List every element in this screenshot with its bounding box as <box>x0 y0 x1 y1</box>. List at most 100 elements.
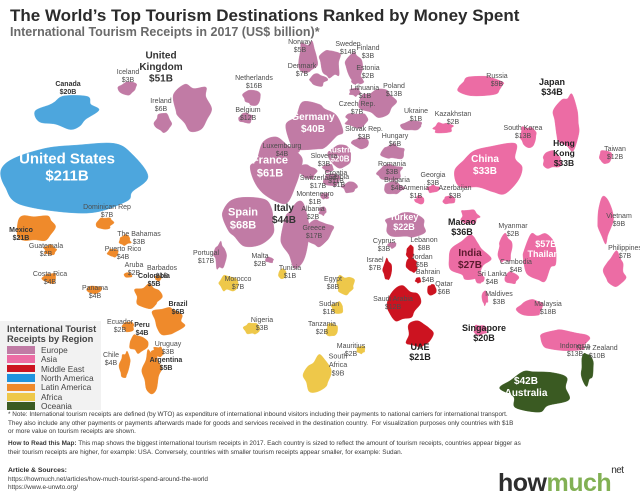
svg-text:$5B: $5B <box>416 262 429 269</box>
svg-text:$20B: $20B <box>60 89 77 96</box>
svg-text:United: United <box>145 51 176 62</box>
svg-text:$1B: $1B <box>410 193 423 200</box>
svg-text:United States: United States <box>19 150 115 167</box>
svg-text:$17B: $17B <box>198 258 215 265</box>
svg-text:Belgium: Belgium <box>235 107 260 114</box>
svg-text:Spain: Spain <box>228 207 258 219</box>
svg-text:$14B: $14B <box>340 49 357 56</box>
svg-text:$4B: $4B <box>422 277 435 284</box>
svg-text:$12B: $12B <box>607 154 624 161</box>
svg-text:UAE: UAE <box>410 342 429 352</box>
svg-text:Chile: Chile <box>103 352 119 359</box>
svg-text:$21B: $21B <box>409 352 431 362</box>
svg-text:$1B: $1B <box>410 116 423 123</box>
svg-text:Macao: Macao <box>448 217 477 227</box>
svg-text:Russia: Russia <box>486 73 508 80</box>
svg-text:Montenegro: Montenegro <box>296 191 333 198</box>
svg-text:Morocco: Morocco <box>225 276 252 283</box>
svg-text:Luxembourg: Luxembourg <box>263 143 302 150</box>
svg-text:$3B: $3B <box>378 246 391 253</box>
svg-text:$6B: $6B <box>172 309 185 316</box>
svg-text:Myanmar: Myanmar <box>498 223 528 230</box>
svg-text:Serbia: Serbia <box>329 174 349 181</box>
svg-text:$3B: $3B <box>362 53 375 60</box>
svg-text:Kazakhstan: Kazakhstan <box>435 111 472 118</box>
svg-text:$36B: $36B <box>451 227 473 237</box>
svg-text:$5B: $5B <box>148 281 161 288</box>
svg-text:Cambodia: Cambodia <box>500 259 532 266</box>
svg-text:$2B: $2B <box>447 119 460 126</box>
svg-text:Puerto Rico: Puerto Rico <box>105 246 142 253</box>
svg-text:$40B: $40B <box>301 124 325 135</box>
svg-text:$3B: $3B <box>318 161 331 168</box>
svg-text:Slovak Rep.: Slovak Rep. <box>345 126 383 133</box>
svg-text:Poland: Poland <box>383 83 405 90</box>
svg-text:Lithuania: Lithuania <box>351 85 380 92</box>
svg-text:$51B: $51B <box>149 74 173 85</box>
svg-text:$57B: $57B <box>535 239 557 249</box>
svg-text:$5B: $5B <box>294 47 307 54</box>
svg-text:$61B: $61B <box>257 167 283 179</box>
svg-text:Albania: Albania <box>301 206 324 213</box>
svg-text:Thailand: Thailand <box>527 249 564 259</box>
svg-text:Japan: Japan <box>539 77 565 87</box>
svg-text:Maldives: Maldives <box>485 291 513 298</box>
svg-text:$4B: $4B <box>136 330 149 337</box>
svg-text:Taiwan: Taiwan <box>604 146 626 153</box>
svg-text:Singapore: Singapore <box>462 323 506 333</box>
svg-text:Aruba: Aruba <box>125 262 144 269</box>
svg-text:$3B: $3B <box>122 77 135 84</box>
svg-text:$7B: $7B <box>369 265 382 272</box>
svg-text:$7B: $7B <box>351 109 364 116</box>
svg-text:$1B: $1B <box>333 182 346 189</box>
svg-text:Denmark: Denmark <box>288 63 317 70</box>
svg-text:$2B: $2B <box>507 231 520 238</box>
svg-text:Slovenia: Slovenia <box>311 153 338 160</box>
svg-text:Tanzania: Tanzania <box>308 321 336 328</box>
svg-text:$3B: $3B <box>493 299 506 306</box>
svg-text:Barbados: Barbados <box>147 265 177 272</box>
svg-text:Netherlands: Netherlands <box>235 75 273 82</box>
svg-text:Czech Rep.: Czech Rep. <box>339 101 376 108</box>
svg-text:$3B: $3B <box>162 349 175 356</box>
svg-text:Greece: Greece <box>303 225 326 232</box>
svg-text:$6B: $6B <box>155 106 168 113</box>
svg-text:Armenia: Armenia <box>403 185 429 192</box>
svg-text:$3B: $3B <box>386 169 399 176</box>
svg-text:$22B: $22B <box>393 222 415 232</box>
svg-text:Lebanon: Lebanon <box>410 237 437 244</box>
svg-text:New Zealand: New Zealand <box>576 345 617 352</box>
svg-text:$68B: $68B <box>230 219 256 231</box>
svg-text:Kong: Kong <box>553 148 575 158</box>
svg-text:$5B: $5B <box>160 365 173 372</box>
svg-text:Romania: Romania <box>378 161 406 168</box>
svg-text:$7B: $7B <box>101 212 114 219</box>
svg-text:Uruguay: Uruguay <box>155 341 182 348</box>
svg-text:$13B: $13B <box>515 133 532 140</box>
svg-text:$4B: $4B <box>486 279 499 286</box>
svg-text:$4B: $4B <box>391 185 404 192</box>
svg-text:$7B: $7B <box>619 253 632 260</box>
svg-text:$33B: $33B <box>473 166 497 177</box>
svg-text:Malaysia: Malaysia <box>534 301 562 308</box>
svg-text:Sri Lanka: Sri Lanka <box>477 271 507 278</box>
svg-text:$2B: $2B <box>114 327 127 334</box>
svg-text:$4B: $4B <box>105 360 118 367</box>
svg-text:India: India <box>458 248 482 259</box>
svg-text:France: France <box>252 155 288 167</box>
svg-text:Ukraine: Ukraine <box>404 108 428 115</box>
svg-text:$3B: $3B <box>256 325 269 332</box>
svg-text:$1B: $1B <box>284 273 297 280</box>
svg-text:Brazil: Brazil <box>168 301 187 308</box>
svg-text:$211B: $211B <box>45 168 89 185</box>
svg-text:$18B: $18B <box>540 309 557 316</box>
svg-text:$4B: $4B <box>44 279 57 286</box>
svg-text:China: China <box>471 154 499 165</box>
svg-text:$4B: $4B <box>89 293 102 300</box>
svg-text:$6B: $6B <box>438 289 451 296</box>
svg-text:$4B: $4B <box>117 254 130 261</box>
svg-text:Estonia: Estonia <box>356 65 379 72</box>
svg-text:$3B: $3B <box>449 193 462 200</box>
svg-text:Canada: Canada <box>55 81 80 88</box>
svg-text:Costa Rica: Costa Rica <box>33 271 67 278</box>
